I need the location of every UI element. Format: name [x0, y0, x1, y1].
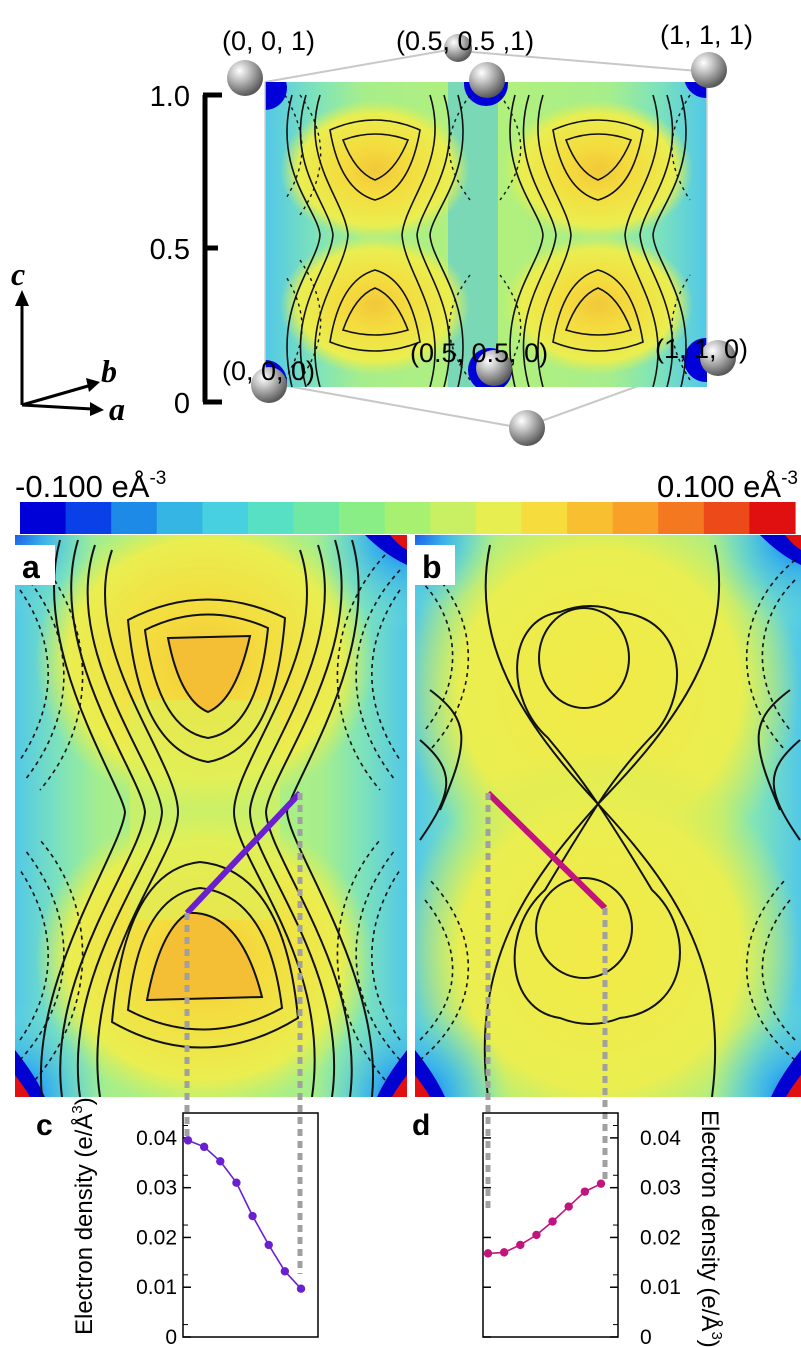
data-point: [580, 1187, 590, 1196]
data-point: [232, 1178, 241, 1187]
label-corner-111: (1, 1, 1): [660, 20, 753, 50]
panel-b-profile-line: [485, 790, 608, 911]
panel-a-density-map: [15, 535, 407, 1097]
data-point: [296, 1284, 306, 1293]
data-point: [596, 1179, 606, 1188]
ytick-label: 0: [640, 1326, 652, 1347]
atoms: [227, 34, 736, 446]
axis-label-b: b: [101, 353, 117, 389]
data-point: [264, 1240, 273, 1250]
panel-b-label-bg: [415, 545, 455, 585]
colorbar-cell: [20, 502, 67, 534]
panel-a-profile-line: [184, 790, 303, 916]
colorbar-cell: [521, 502, 568, 534]
label-corner-001: (0, 0, 1): [222, 26, 315, 56]
data-point: [483, 1249, 493, 1258]
colorbar-cell: [430, 502, 477, 534]
crystal-axes: [15, 290, 104, 416]
panel-a-label: a: [22, 549, 40, 585]
chart-d-panel-label: d: [412, 1109, 430, 1142]
panel-b-label: b: [422, 549, 442, 585]
label-corner-05-05-0: (0.5, 0.5, 0): [410, 338, 548, 368]
ytick-label: 0.01: [136, 1276, 177, 1299]
data-point: [199, 1142, 209, 1152]
guide-lines: [184, 793, 608, 1274]
colorbar-cell: [339, 502, 386, 534]
data-point: [183, 1136, 193, 1145]
colorbar-cells: [20, 502, 796, 534]
ytick-label: 0.04: [640, 1127, 681, 1150]
data-point: [216, 1157, 225, 1166]
chart-c: c Electron density (e/Å3) 0 0.01 0.02 0.03 0…: [36, 1097, 319, 1347]
c-tick-0: 0: [174, 388, 190, 420]
axis-label-a: a: [109, 391, 125, 427]
data-point: [548, 1217, 557, 1226]
data-point: [532, 1230, 541, 1240]
c-axis-scale: 1.0 0.5 0: [150, 81, 222, 420]
label-corner-110: (1, 1, 0): [655, 334, 748, 364]
data-point: [516, 1240, 525, 1250]
data-point: [280, 1267, 290, 1276]
chart-c-panel-label: c: [36, 1109, 53, 1142]
data-point: [499, 1248, 509, 1257]
ytick-label: 0.02: [136, 1226, 177, 1249]
ytick-label: 0.02: [640, 1226, 681, 1249]
colorbar-cell: [202, 502, 249, 534]
colorbar-cell: [156, 502, 203, 534]
colorbar-cell: [65, 502, 112, 534]
ytick-label: 0: [165, 1326, 177, 1347]
ytick-label: 0.01: [640, 1276, 681, 1299]
colorbar-cell: [293, 502, 340, 534]
colorbar: -0.100 eÅ-3 0.100 eÅ-3: [15, 468, 798, 534]
ytick-label: 0.04: [136, 1127, 177, 1150]
colorbar-max-label: 0.100 eÅ-3: [657, 468, 798, 504]
colorbar-cell: [658, 502, 705, 534]
chart-d: d Electron density (e/Å3) 0 0.01 0.02 0.03 0…: [412, 1109, 725, 1347]
colorbar-cell: [247, 502, 295, 534]
chart-c-ylabel: Electron density (e/Å3): [69, 1097, 98, 1335]
chart-d-ylabel: Electron density (e/Å3): [696, 1110, 725, 1347]
unit-cell-diagram: (0, 0, 1) (0.5, 0.5 ,1) (1, 1, 1) (0, 0,…: [11, 20, 753, 446]
colorbar-cell: [703, 502, 751, 534]
colorbar-cell: [475, 502, 523, 534]
c-tick-1: 1.0: [150, 81, 190, 113]
panel-a-label-bg: [15, 545, 55, 585]
panel-a: a: [15, 535, 407, 1097]
panel-b: b: [415, 535, 801, 1097]
axis-label-c: c: [11, 256, 25, 292]
ytick-label: 0.03: [136, 1177, 177, 1200]
colorbar-cell: [567, 502, 614, 534]
panel-b-density-map: [415, 535, 801, 1097]
colorbar-cell: [749, 502, 796, 534]
colorbar-cell: [111, 502, 158, 534]
c-tick-05: 0.5: [150, 234, 190, 266]
ytick-label: 0.03: [640, 1177, 681, 1200]
colorbar-cell: [384, 502, 431, 534]
colorbar-min-label: -0.100 eÅ-3: [15, 468, 166, 504]
label-corner-000: (0, 0, 0): [222, 356, 315, 386]
colorbar-cell: [612, 502, 659, 534]
data-point: [248, 1211, 257, 1221]
series-line: [187, 1139, 302, 1290]
data-point: [564, 1202, 573, 1211]
label-corner-05-05-1: (0.5, 0.5 ,1): [396, 26, 534, 56]
